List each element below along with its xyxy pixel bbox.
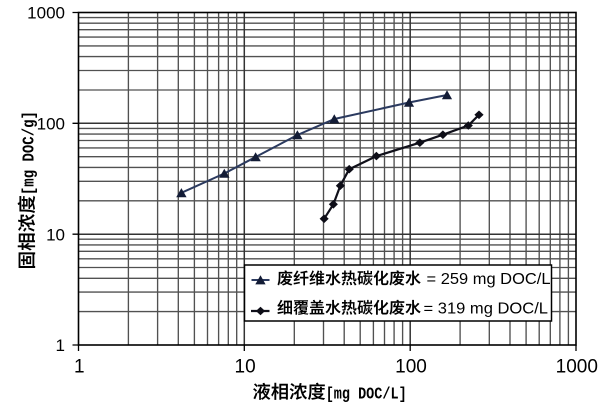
svg-text:1: 1 — [56, 336, 65, 355]
svg-text:10: 10 — [46, 225, 65, 244]
svg-text:1: 1 — [74, 357, 85, 378]
svg-text:100: 100 — [395, 357, 427, 378]
svg-text:1000: 1000 — [556, 357, 598, 378]
svg-text:[mg DOC/L]: [mg DOC/L] — [326, 384, 407, 403]
svg-text:= 319 mg DOC/L: = 319 mg DOC/L — [424, 300, 549, 317]
svg-text:100: 100 — [37, 114, 65, 133]
svg-text:10: 10 — [235, 357, 256, 378]
svg-text:[mg DOC/g]: [mg DOC/g] — [20, 111, 39, 195]
svg-text:1000: 1000 — [27, 4, 65, 23]
svg-text:= 259 mg DOC/L: = 259 mg DOC/L — [427, 271, 551, 288]
